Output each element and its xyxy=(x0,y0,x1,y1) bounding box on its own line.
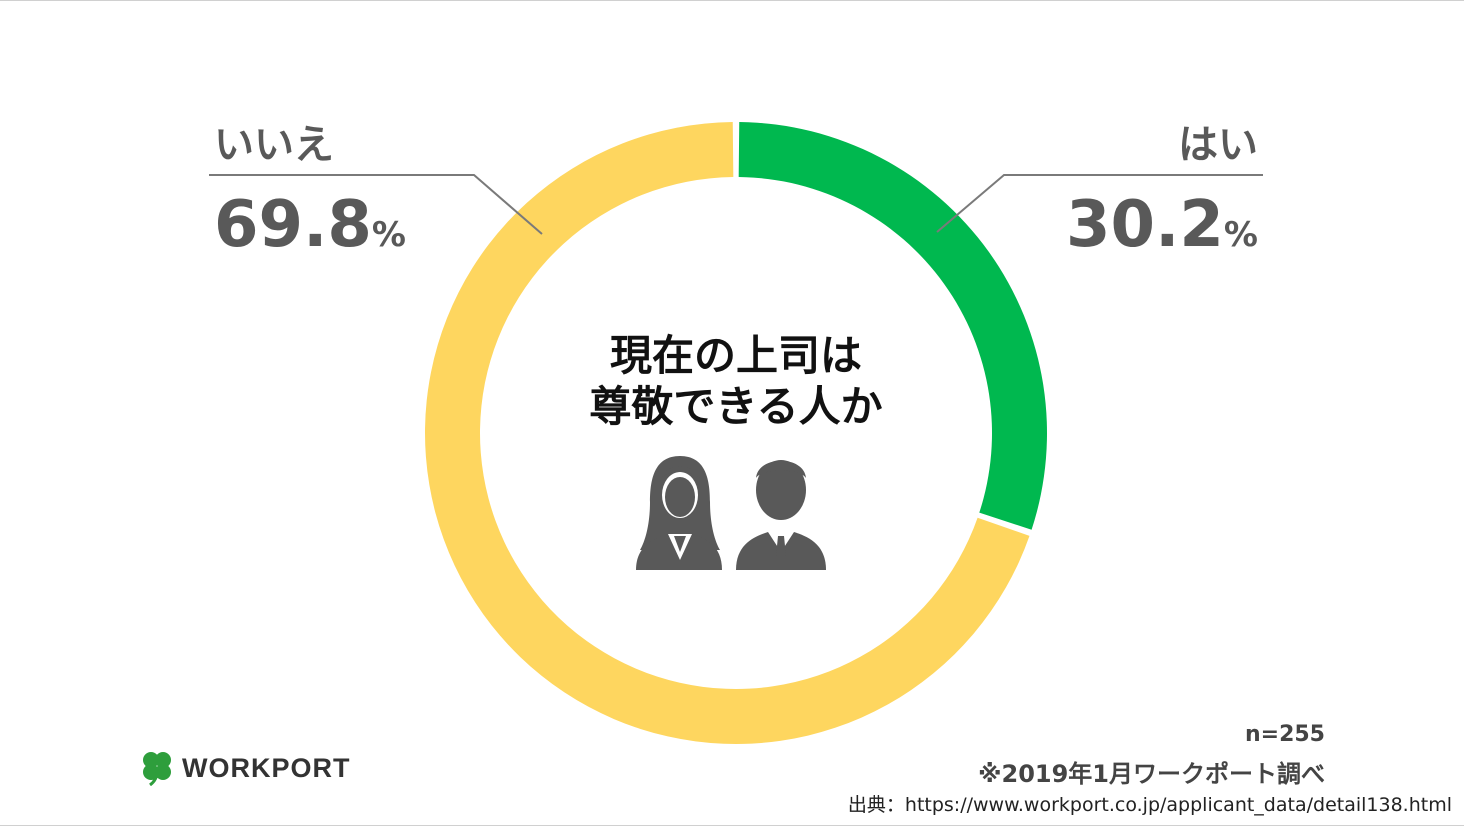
slice-label-yes: はい xyxy=(1178,122,1258,168)
donut-slices xyxy=(425,122,1047,745)
sample-size: n=255 xyxy=(1244,722,1325,747)
slice-value-yes-unit: % xyxy=(1224,215,1258,255)
slice-value-no-unit: % xyxy=(372,215,406,255)
leader-line-no xyxy=(209,174,543,235)
leader-line-yes xyxy=(936,174,1263,233)
slice-value-yes: 30.2% xyxy=(1066,188,1258,262)
donut-slice-yes xyxy=(738,122,1047,530)
top-border xyxy=(0,0,1464,1)
survey-note: ※2019年1月ワークポート調べ xyxy=(978,760,1325,788)
clover-icon xyxy=(143,752,171,786)
workport-logo: WORKPORT xyxy=(140,748,350,788)
chart-title-line-1: 現在の上司は xyxy=(610,331,862,380)
man-avatar-icon xyxy=(736,460,826,570)
slice-value-no-number: 69.8 xyxy=(214,188,372,262)
slice-label-no: いいえ xyxy=(214,122,334,168)
bottom-border xyxy=(0,825,1464,826)
chart-title-line-2: 尊敬できる人か xyxy=(589,382,882,431)
logo-text: WORKPORT xyxy=(182,752,351,783)
slice-value-no: 69.8% xyxy=(214,188,406,262)
slice-value-yes-number: 30.2 xyxy=(1066,188,1224,262)
woman-avatar-icon xyxy=(636,456,722,570)
source-link[interactable]: 出典：https://www.workport.co.jp/applicant_… xyxy=(847,794,1452,816)
